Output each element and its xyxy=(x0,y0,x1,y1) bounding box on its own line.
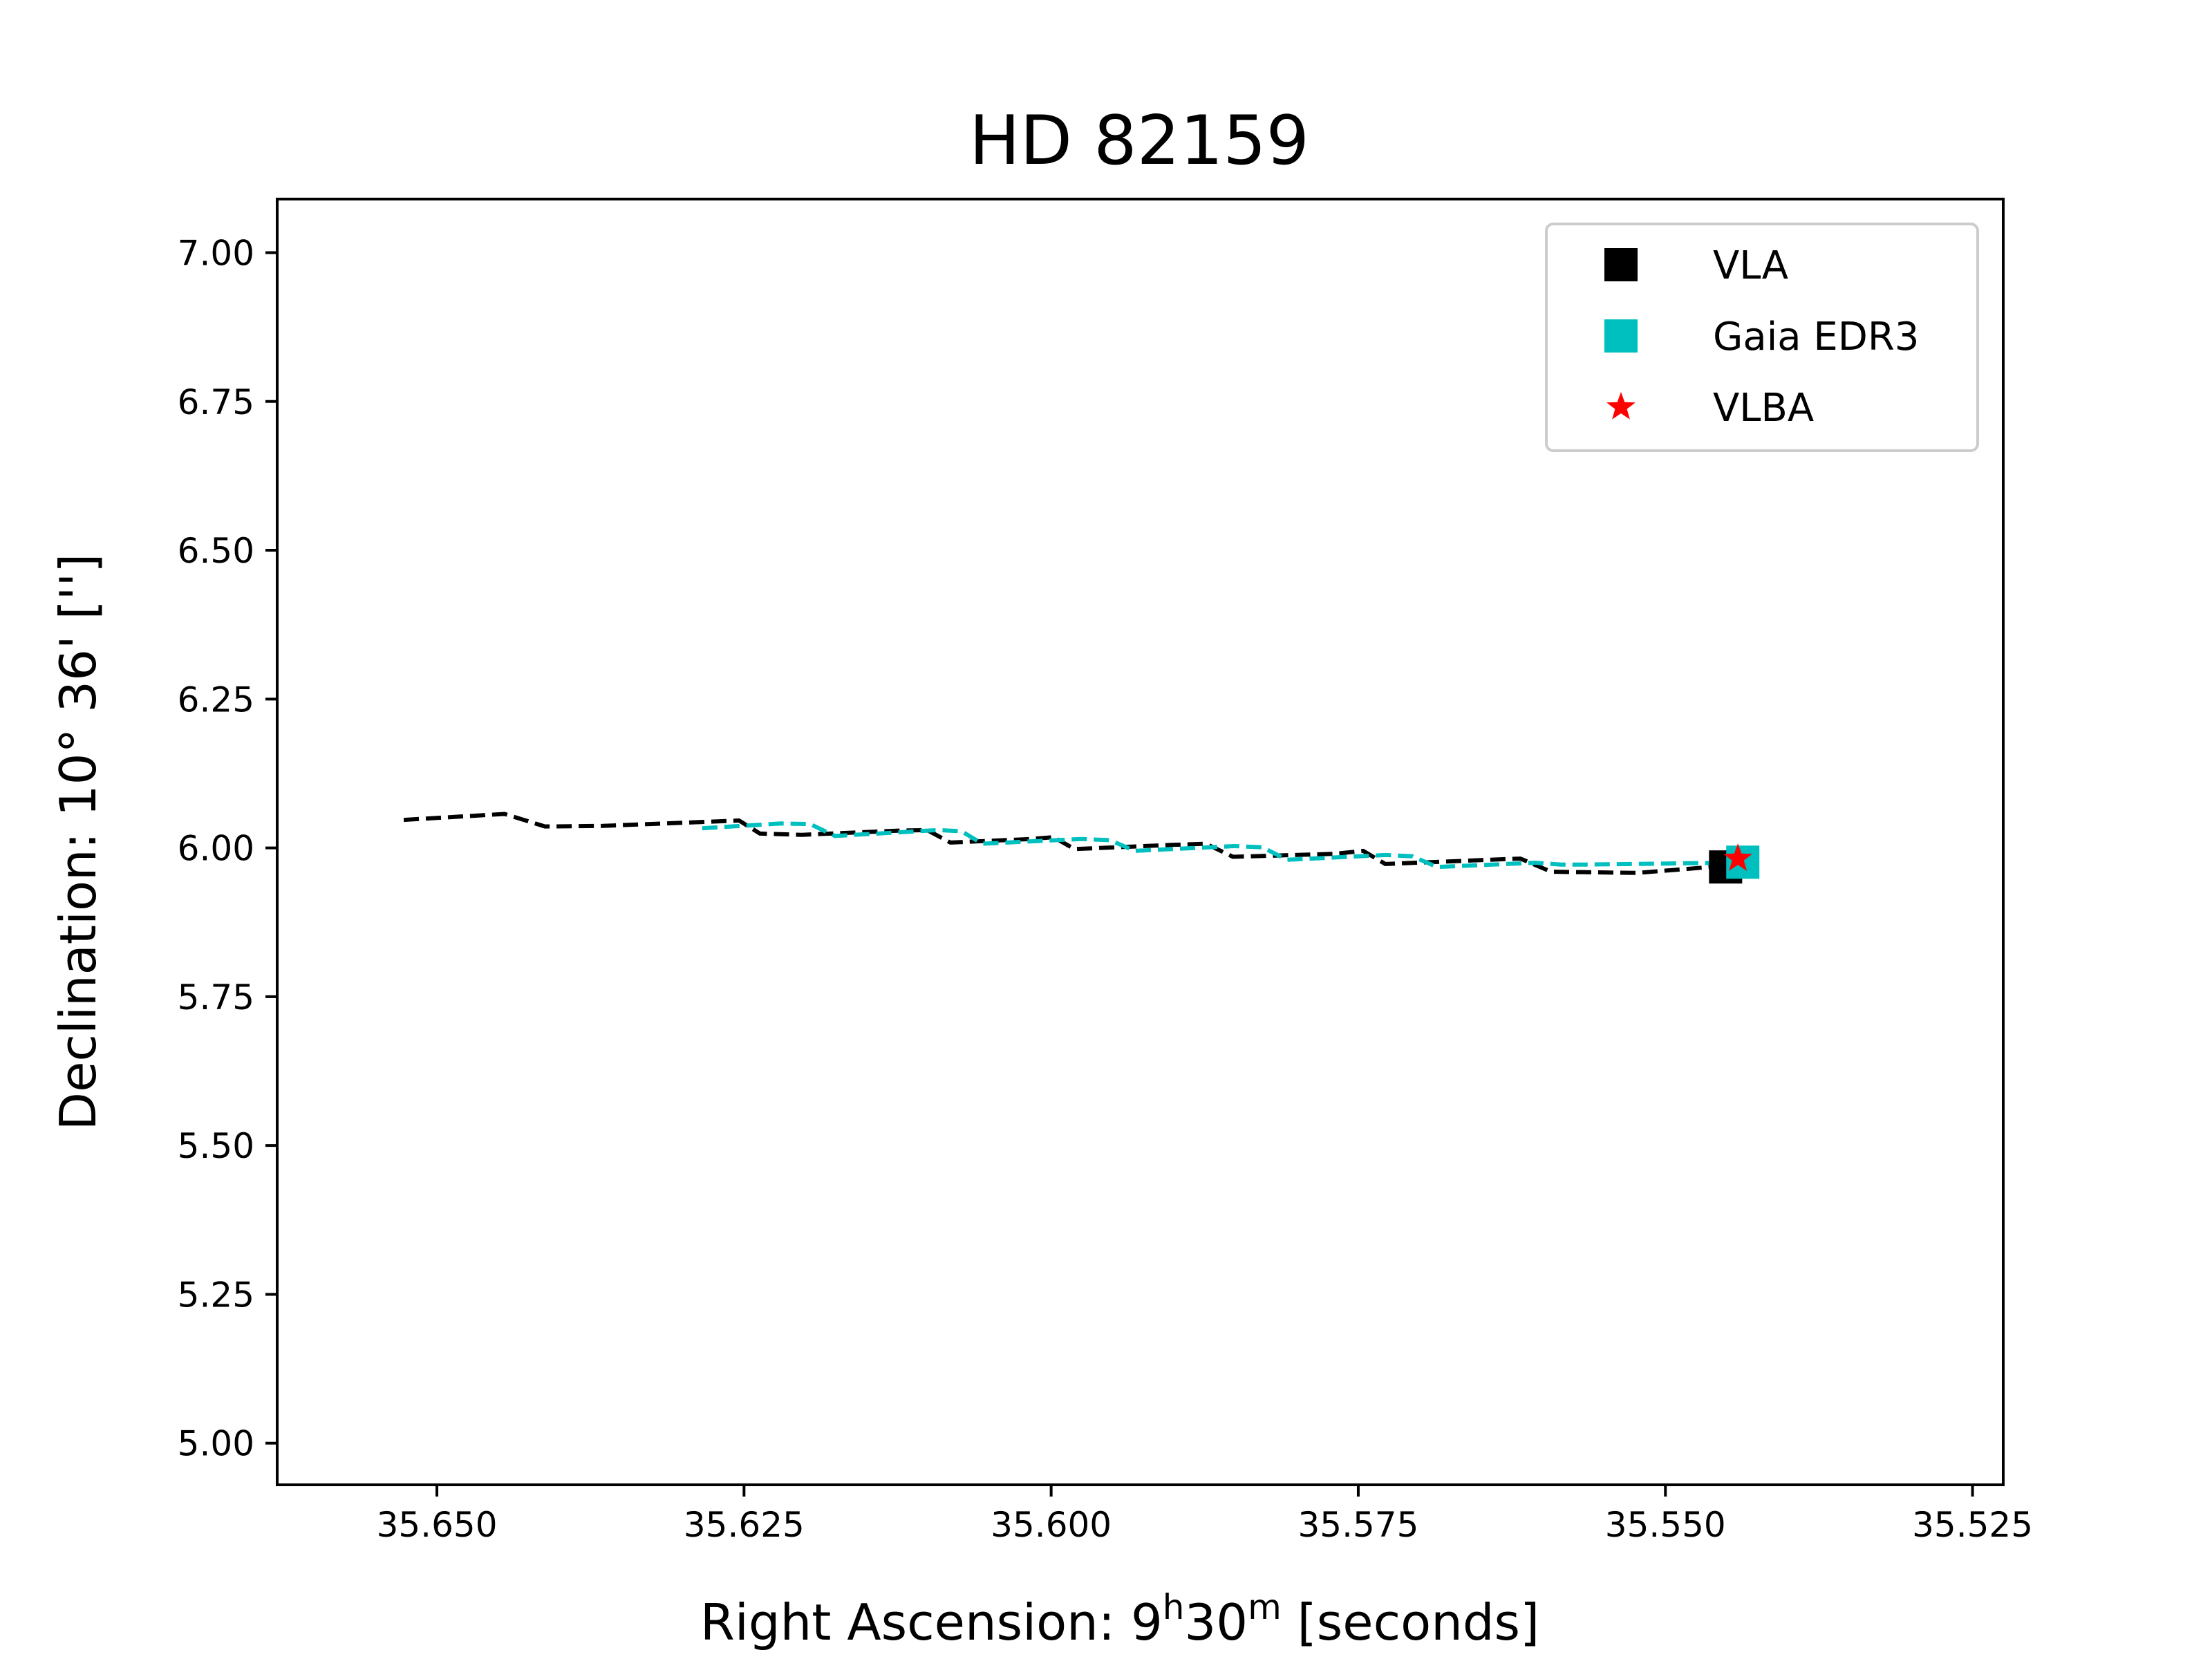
y-tick-label: 5.50 xyxy=(178,1126,254,1166)
track-vla xyxy=(403,812,1727,875)
x-axis-label: Right Ascension: 9h30m [seconds] xyxy=(700,1587,1539,1651)
y-tick-label: 7.00 xyxy=(178,234,254,274)
marker-vlba xyxy=(1723,843,1752,871)
y-tick-label: 6.25 xyxy=(178,679,254,720)
legend: VLA Gaia EDR3 VLBA xyxy=(1545,223,1979,452)
legend-marker-vlba xyxy=(1606,392,1635,420)
legend-label-gaia-edr3: Gaia EDR3 xyxy=(1713,315,1919,359)
y-axis-ticks: 5.00 5.25 5.50 5.75 6.00 6.25 6.50 6.75 7.00 xyxy=(178,234,277,1464)
y-axis-label: Declination: 10° 36' [''] xyxy=(49,554,107,1131)
y-tick-label: 6.50 xyxy=(178,531,254,571)
y-tick-label: 5.75 xyxy=(178,977,254,1018)
legend-label-vla: VLA xyxy=(1713,243,1788,288)
plot-markers xyxy=(1709,843,1760,884)
x-axis-ticks: 35.650 35.625 35.600 35.575 35.550 35.525 xyxy=(377,1485,2033,1545)
legend-marker-gaia-edr3 xyxy=(1604,319,1638,353)
x-tick-label: 35.625 xyxy=(684,1505,805,1545)
track-gaia-edr3 xyxy=(702,821,1746,870)
y-tick-label: 6.00 xyxy=(178,829,254,869)
x-tick-label: 35.525 xyxy=(1912,1505,2033,1545)
x-tick-label: 35.650 xyxy=(377,1505,498,1545)
legend-label-vlba: VLBA xyxy=(1713,386,1814,431)
chart-title: HD 82159 xyxy=(969,102,1309,180)
x-tick-label: 35.600 xyxy=(991,1505,1112,1545)
plot-frame xyxy=(276,198,2005,1486)
y-tick-label: 6.75 xyxy=(178,382,254,422)
legend-frame xyxy=(1545,223,1979,452)
y-tick-label: 5.00 xyxy=(178,1424,254,1464)
legend-marker-vla xyxy=(1604,248,1638,281)
x-tick-label: 35.575 xyxy=(1297,1505,1418,1545)
plot-tracks xyxy=(403,812,1746,875)
x-tick-label: 35.550 xyxy=(1605,1505,1726,1545)
y-tick-label: 5.25 xyxy=(178,1275,254,1315)
